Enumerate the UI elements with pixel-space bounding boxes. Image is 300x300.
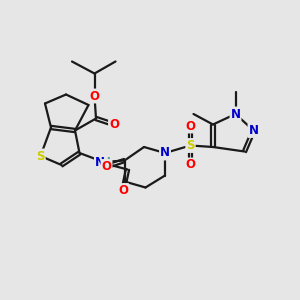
Text: O: O [89,89,100,103]
Text: O: O [118,184,128,197]
Text: N: N [230,107,241,121]
Text: N: N [95,155,105,169]
Text: O: O [109,118,119,131]
Text: S: S [186,139,195,152]
Text: O: O [185,119,196,133]
Text: H: H [102,157,111,167]
Text: O: O [101,160,112,173]
Text: S: S [36,149,45,163]
Text: N: N [160,146,170,160]
Text: O: O [185,158,196,172]
Text: N: N [248,124,259,137]
